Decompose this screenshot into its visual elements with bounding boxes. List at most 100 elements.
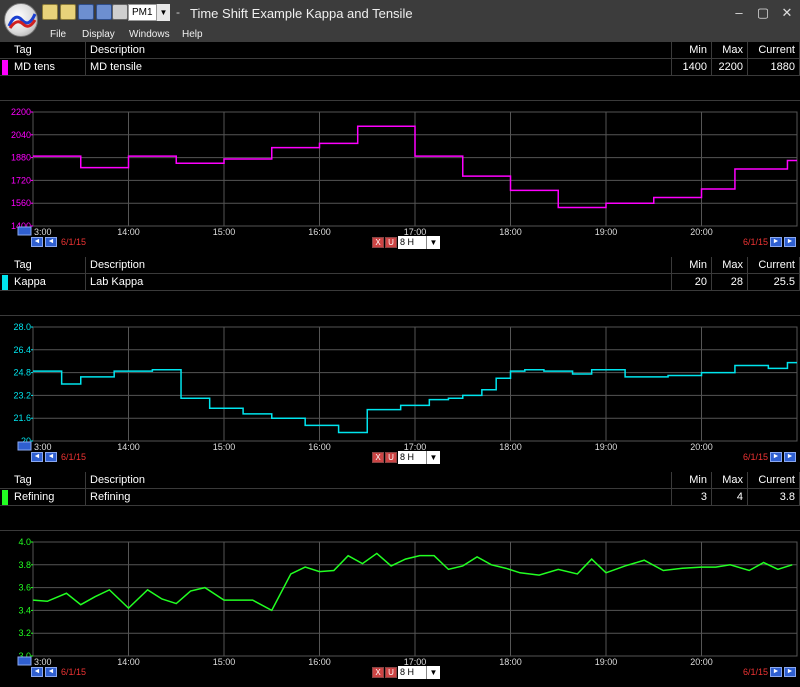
menu-file[interactable]: File bbox=[50, 29, 67, 40]
x-tick-label: 15:00 bbox=[213, 657, 236, 666]
column-header-current[interactable]: Current bbox=[748, 42, 800, 59]
y-tick-label: 3.6 bbox=[18, 583, 31, 593]
column-header-min[interactable]: Min bbox=[672, 42, 712, 59]
column-header-current[interactable]: Current bbox=[748, 472, 800, 489]
tag-table: Tag Description Min Max Current MD tens MD ten… bbox=[0, 42, 800, 104]
series-line-refining bbox=[32, 552, 793, 612]
zoom-up-icon[interactable] bbox=[17, 226, 32, 236]
column-header-min[interactable]: Min bbox=[672, 257, 712, 274]
trend-chart[interactable]: 3:00 14:00 15:00 16:00 17:00 18:00 19:00 20:00 2… bbox=[0, 108, 800, 236]
end-date-label: 6/1/15 bbox=[743, 237, 769, 247]
scroll-right-icon[interactable]: ► bbox=[770, 237, 782, 247]
toolbar-hand-icon[interactable] bbox=[60, 4, 76, 20]
trend-chart[interactable]: 3:00 14:00 15:00 16:00 17:00 18:00 19:00 20:00 2… bbox=[0, 323, 800, 451]
scroll-left-icon[interactable]: ◄ bbox=[45, 667, 57, 677]
x-tick-label: 20:00 bbox=[690, 442, 713, 451]
column-header-current[interactable]: Current bbox=[748, 257, 800, 274]
menu-help[interactable]: Help bbox=[182, 29, 203, 40]
menu-display[interactable]: Display bbox=[82, 29, 115, 40]
maximize-icon[interactable]: ▢ bbox=[756, 5, 770, 20]
chevron-down-icon[interactable]: ▼ bbox=[156, 4, 170, 21]
x-tick-label: 18:00 bbox=[499, 657, 522, 666]
y-tick-label: 24.8 bbox=[13, 368, 31, 378]
menu-windows[interactable]: Windows bbox=[129, 29, 170, 40]
toolbar-pen-icon[interactable] bbox=[42, 4, 58, 20]
y-tick-label: 3.8 bbox=[18, 560, 31, 570]
x-tick-label: 14:00 bbox=[117, 442, 140, 451]
tag-table-empty-row bbox=[0, 507, 800, 531]
y-tick-label: 23.2 bbox=[13, 390, 31, 400]
scroll-right-icon[interactable]: ► bbox=[770, 452, 782, 462]
column-header-max[interactable]: Max bbox=[712, 472, 748, 489]
scroll-end-right-icon[interactable]: ► bbox=[784, 667, 796, 677]
y-tick-label: 4.0 bbox=[18, 538, 31, 547]
time-span-select[interactable]: 8 H bbox=[398, 236, 426, 249]
zoom-up-icon[interactable] bbox=[17, 441, 32, 451]
tag-row[interactable]: MD tens MD tensile 1400 2200 1880 bbox=[0, 59, 800, 76]
time-span-select[interactable]: 8 H bbox=[398, 451, 426, 464]
time-span-select[interactable]: 8 H bbox=[398, 666, 426, 679]
clear-zoom-icon[interactable]: X bbox=[372, 667, 384, 678]
column-header-description[interactable]: Description bbox=[86, 472, 672, 489]
trend-chart[interactable]: 3:00 14:00 15:00 16:00 17:00 18:00 19:00 20:00 4… bbox=[0, 538, 800, 666]
y-tick-label: 26.4 bbox=[13, 345, 31, 355]
pen-color-swatch[interactable] bbox=[2, 275, 8, 290]
chevron-down-icon[interactable]: ▼ bbox=[426, 451, 440, 464]
x-tick-label: 19:00 bbox=[595, 442, 618, 451]
scroll-end-right-icon[interactable]: ► bbox=[784, 237, 796, 247]
chevron-down-icon[interactable]: ▼ bbox=[426, 666, 440, 679]
x-tick-label: 19:00 bbox=[595, 657, 618, 666]
zoom-up-icon[interactable] bbox=[17, 656, 32, 666]
chevron-down-icon[interactable]: ▼ bbox=[426, 236, 440, 249]
x-tick-label: 15:00 bbox=[213, 442, 236, 451]
tag-tag-cell: Refining bbox=[10, 489, 86, 506]
scroll-end-right-icon[interactable]: ► bbox=[784, 452, 796, 462]
toolbar-print-icon[interactable] bbox=[112, 4, 128, 20]
toolbar-save-as-icon[interactable] bbox=[96, 4, 112, 20]
scroll-end-left-icon[interactable]: ◄ bbox=[31, 667, 43, 677]
x-tick-label: 16:00 bbox=[308, 657, 331, 666]
scroll-end-left-icon[interactable]: ◄ bbox=[31, 452, 43, 462]
undo-zoom-icon[interactable]: U bbox=[385, 237, 397, 248]
undo-zoom-icon[interactable]: U bbox=[385, 452, 397, 463]
start-date-label: 6/1/15 bbox=[61, 667, 87, 677]
scroll-left-icon[interactable]: ◄ bbox=[45, 237, 57, 247]
column-header-tag[interactable]: Tag bbox=[10, 42, 86, 59]
pen-color-swatch[interactable] bbox=[2, 490, 8, 505]
y-tick-label: 1720 bbox=[11, 175, 31, 185]
undo-zoom-icon[interactable]: U bbox=[385, 667, 397, 678]
tag-row[interactable]: Kappa Lab Kappa 20 28 25.5 bbox=[0, 274, 800, 291]
scroll-end-left-icon[interactable]: ◄ bbox=[31, 237, 43, 247]
series-line-kappa bbox=[33, 361, 797, 434]
pen-color-swatch[interactable] bbox=[2, 60, 8, 75]
column-header-min[interactable]: Min bbox=[672, 472, 712, 489]
column-header-description[interactable]: Description bbox=[86, 257, 672, 274]
close-icon[interactable]: ✕ bbox=[781, 5, 793, 20]
x-tick-label: 16:00 bbox=[308, 442, 331, 451]
clear-zoom-icon[interactable]: X bbox=[372, 452, 384, 463]
tag-max-cell: 2200 bbox=[712, 59, 748, 76]
tag-max-cell: 4 bbox=[712, 489, 748, 506]
tag-row[interactable]: Refining Refining 3 4 3.8 bbox=[0, 489, 800, 506]
x-tick-label: 18:00 bbox=[499, 442, 522, 451]
column-header-max[interactable]: Max bbox=[712, 42, 748, 59]
column-header-description[interactable]: Description bbox=[86, 42, 672, 59]
x-tick-label: 3:00 bbox=[34, 442, 52, 451]
toolbar-save-icon[interactable] bbox=[78, 4, 94, 20]
y-tick-label: 21.6 bbox=[13, 413, 31, 423]
minimize-icon[interactable]: – bbox=[735, 5, 743, 20]
tag-table-empty-row bbox=[0, 77, 800, 101]
column-header-max[interactable]: Max bbox=[712, 257, 748, 274]
scroll-right-icon[interactable]: ► bbox=[770, 667, 782, 677]
tag-table-header: Tag Description Min Max Current bbox=[0, 42, 800, 59]
clear-zoom-icon[interactable]: X bbox=[372, 237, 384, 248]
x-tick-label: 17:00 bbox=[404, 442, 427, 451]
column-header-tag[interactable]: Tag bbox=[10, 472, 86, 489]
app-logo-icon[interactable] bbox=[4, 3, 38, 37]
column-header-tag[interactable]: Tag bbox=[10, 257, 86, 274]
tag-table-header: Tag Description Min Max Current bbox=[0, 257, 800, 274]
x-tick-label: 18:00 bbox=[499, 227, 522, 236]
x-tick-label: 20:00 bbox=[690, 657, 713, 666]
scroll-left-icon[interactable]: ◄ bbox=[45, 452, 57, 462]
tag-description-cell: Refining bbox=[86, 489, 672, 506]
